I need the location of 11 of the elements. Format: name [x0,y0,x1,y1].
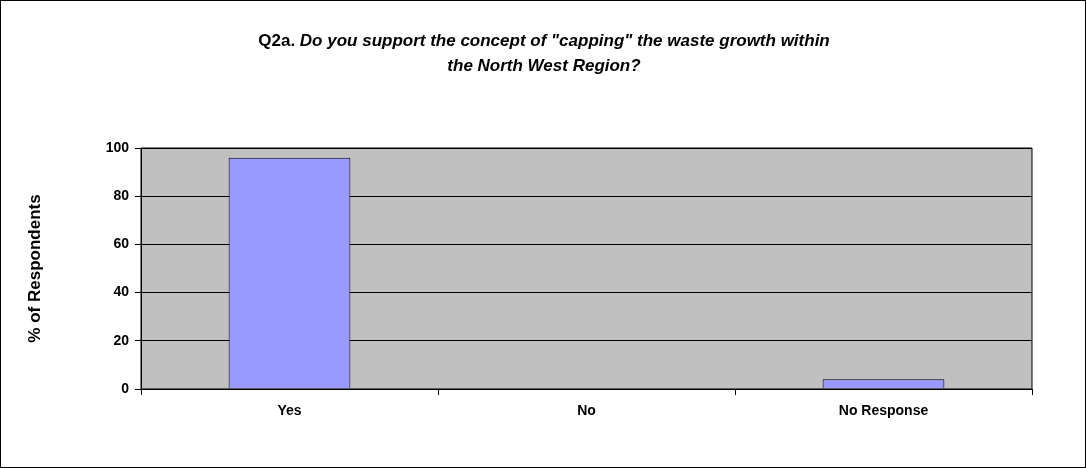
y-tick-label: 20 [113,331,130,348]
x-tick-label: Yes [277,402,302,419]
x-tick-label: No [577,402,596,419]
y-tick-label: 40 [113,283,130,300]
y-tick-label: 60 [113,235,130,252]
y-tick-label: 100 [105,138,130,155]
y-tick-label: 0 [121,379,130,396]
x-tick-label: No Response [838,402,929,419]
chart-title: Q2a. Do you support the concept of "capping" the waste growth within the North West Region? [258,31,830,75]
y-tick-label: 80 [113,187,130,204]
y-axis-title: % of Respondents [24,194,44,343]
